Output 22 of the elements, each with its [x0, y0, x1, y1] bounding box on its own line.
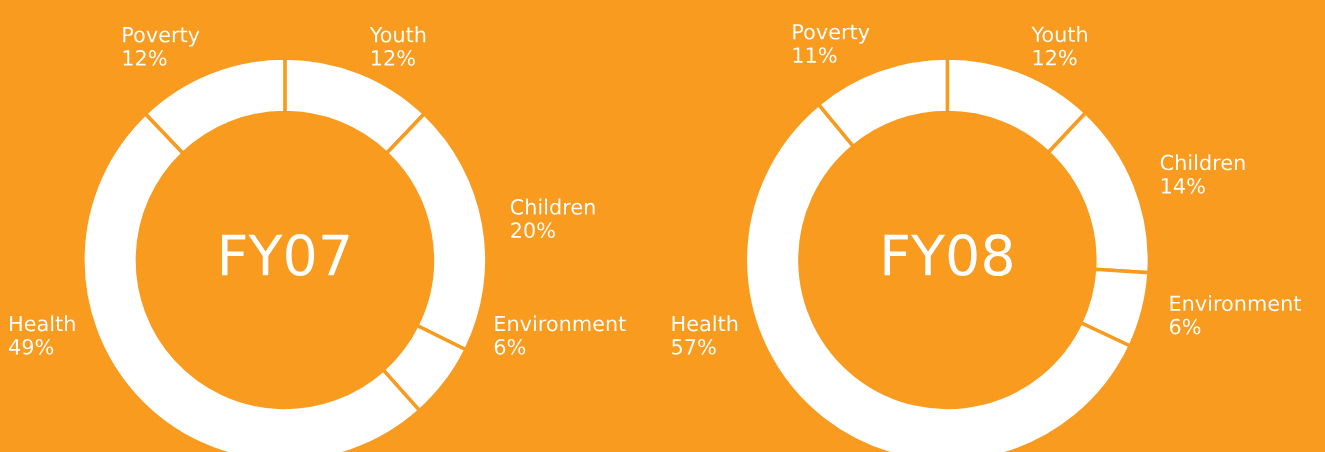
data-label: 11%: [793, 47, 837, 63]
slice-label: Environment: [1170, 295, 1301, 312]
text: FY07: [222, 234, 349, 277]
slice-label: Youth: [1031, 26, 1087, 43]
data-label: 14%: [1161, 177, 1205, 194]
data-label: 12%: [1033, 49, 1077, 66]
data-label: 6%: [1169, 318, 1201, 335]
slice-label: Poverty: [123, 26, 200, 47]
slice-label: Environment: [495, 315, 626, 332]
slice-label: Health: [10, 315, 75, 332]
slice-label: Children: [510, 198, 595, 215]
slice-label: Children: [1160, 154, 1245, 171]
data-label: 12%: [372, 50, 415, 66]
slice-label: Youth: [369, 26, 426, 43]
data-label: 12%: [123, 50, 167, 66]
slice-label: Poverty: [793, 24, 870, 44]
data-label: 49%: [9, 338, 54, 355]
data-label: 57%: [672, 338, 716, 355]
text: FY08: [884, 234, 1012, 277]
data-label: 6%: [494, 338, 526, 355]
slice-label: Health: [672, 315, 738, 332]
data-label: 20%: [511, 222, 555, 239]
